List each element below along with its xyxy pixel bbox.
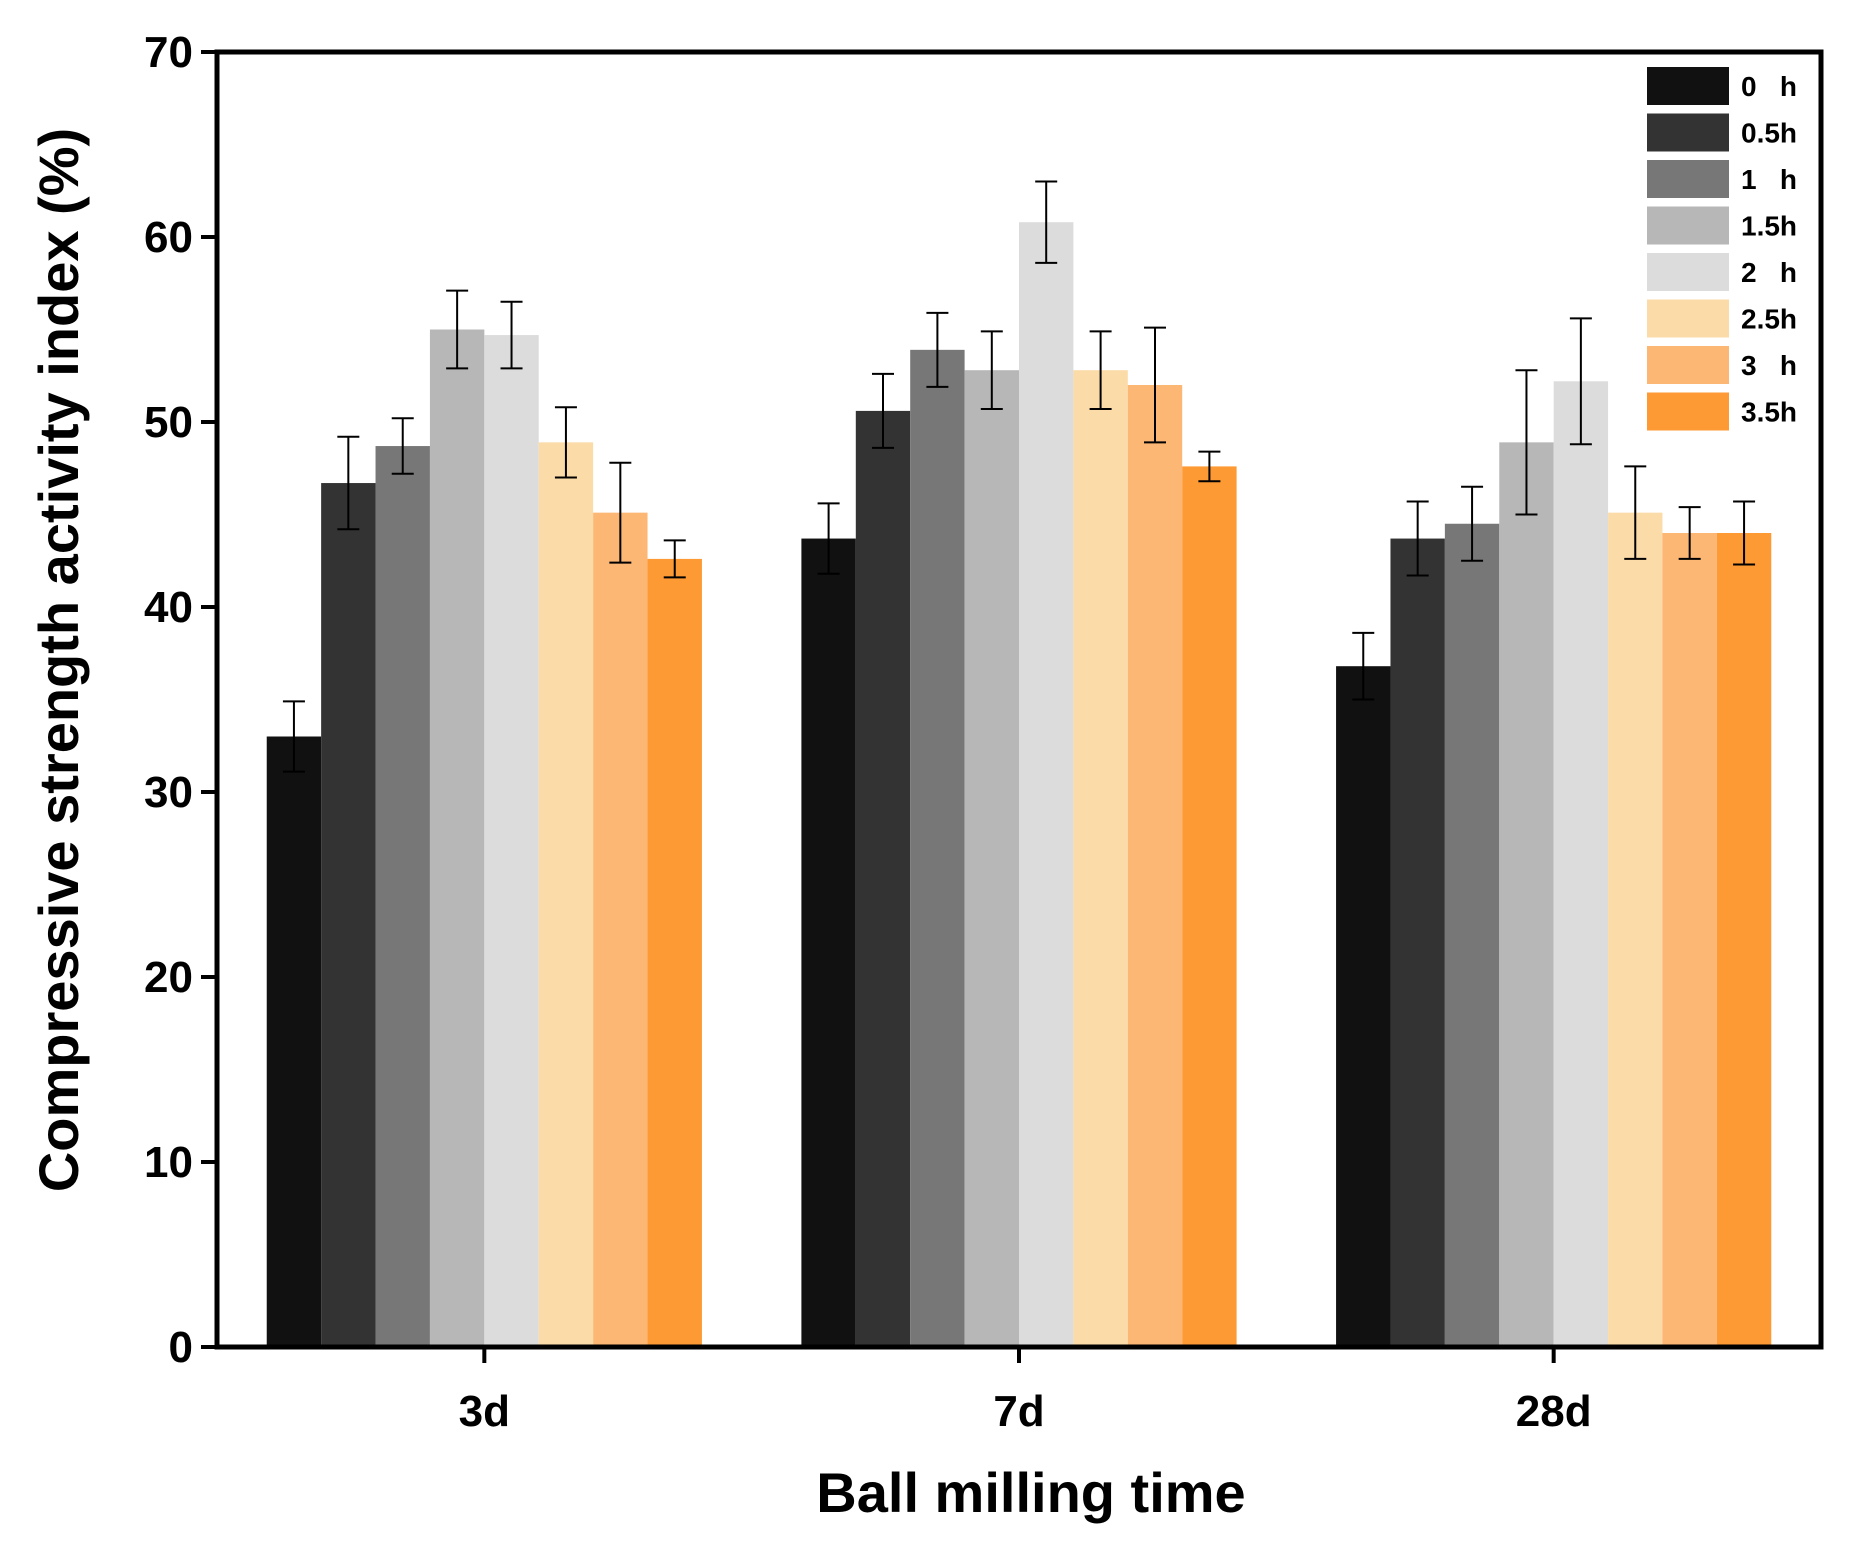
legend-swatch [1647, 67, 1729, 105]
error-bar [663, 539, 686, 579]
error-bar [282, 700, 305, 773]
legend-label: 3.5h [1741, 397, 1797, 428]
bar-7d-2h [1019, 222, 1074, 1348]
error-bar [1352, 631, 1375, 701]
error-bar [1515, 369, 1538, 516]
legend-swatch [1647, 160, 1729, 198]
bar-3d-0.5h [321, 483, 376, 1347]
bar-28d-2h [1553, 381, 1609, 1347]
error-bar [1733, 500, 1756, 566]
bar-3d-3.5h [647, 558, 702, 1347]
y-tick-label: 60 [144, 213, 193, 262]
y-axis-title: Compressive strength activity index (%) [27, 128, 90, 1192]
bar-3d-2h [484, 335, 539, 1347]
y-tick-label: 0 [169, 1323, 193, 1372]
error-bars-layer [282, 180, 1756, 773]
bar-7d-1.5h [964, 370, 1019, 1347]
bar-7d-3h [1127, 385, 1183, 1347]
error-bar [337, 435, 360, 531]
legend-swatch [1647, 206, 1729, 245]
bar-7d-2.5h [1073, 370, 1128, 1347]
y-tick-label: 40 [144, 583, 193, 632]
error-bar [980, 330, 1003, 411]
legend-label: 0 h [1741, 71, 1797, 102]
x-axis: 3d 7d 28d [459, 1347, 1592, 1436]
legend-label: 2 h [1741, 257, 1797, 288]
error-bar [391, 417, 414, 475]
error-bar [1089, 330, 1112, 411]
legend-swatch [1647, 392, 1729, 431]
y-tick-label: 20 [144, 953, 193, 1002]
bar-3d-0h [266, 736, 322, 1347]
bar-7d-1h [910, 349, 965, 1348]
bar-3d-1.5h [429, 329, 485, 1347]
error-bar [1569, 317, 1592, 446]
y-tick-label: 70 [144, 28, 193, 77]
bar-7d-3.5h [1182, 466, 1237, 1347]
x-tick-label: 28d [1516, 1387, 1592, 1436]
error-bar [554, 406, 577, 479]
y-axis: 0 10 20 30 40 50 60 70 [144, 28, 217, 1372]
bar-28d-2.5h [1608, 512, 1663, 1347]
x-tick-label: 3d [459, 1387, 510, 1436]
bar-28d-1.5h [1499, 442, 1554, 1348]
legend-label: 0.5h [1741, 118, 1797, 149]
legend: 0 h 0.5h 1 h 1.5h 2 h 2.5h 3 h 3.5h [1647, 67, 1797, 431]
error-bar [1198, 450, 1221, 483]
bar-28d-3h [1662, 533, 1717, 1347]
bar-3d-3h [593, 512, 648, 1347]
error-bar [1144, 326, 1166, 444]
error-bar [1678, 506, 1701, 560]
error-bar [817, 502, 840, 575]
legend-swatch [1647, 113, 1729, 152]
x-tick-label: 7d [993, 1387, 1044, 1436]
legend-label: 1.5h [1741, 211, 1797, 242]
legend-swatch [1647, 253, 1729, 291]
legend-label: 3 h [1741, 350, 1797, 381]
error-bar [926, 311, 949, 388]
error-bar [1406, 500, 1429, 577]
bar-3d-2.5h [538, 442, 594, 1348]
legend-label: 2.5h [1741, 304, 1797, 335]
error-bar [609, 461, 632, 564]
y-tick-label: 30 [144, 768, 193, 817]
bar-28d-0h [1336, 666, 1391, 1347]
error-bar [446, 289, 469, 370]
bar-7d-0.5h [855, 410, 911, 1347]
error-bar [500, 300, 523, 370]
bar-28d-3.5h [1716, 533, 1772, 1347]
legend-swatch [1647, 299, 1729, 338]
x-axis-title: Ball milling time [816, 1461, 1245, 1524]
error-bar [1624, 465, 1647, 560]
bar-28d-1h [1444, 523, 1500, 1347]
error-bar [1461, 485, 1484, 562]
bar-28d-0.5h [1390, 538, 1445, 1347]
legend-swatch [1647, 346, 1729, 384]
error-bar [872, 372, 894, 449]
y-tick-label: 10 [144, 1138, 193, 1187]
legend-label: 1 h [1741, 164, 1797, 195]
y-tick-label: 50 [144, 398, 193, 447]
bars-layer [266, 222, 1772, 1348]
error-bar [1035, 180, 1058, 264]
bar-7d-0h [801, 538, 856, 1347]
bar-3d-1h [375, 446, 430, 1347]
